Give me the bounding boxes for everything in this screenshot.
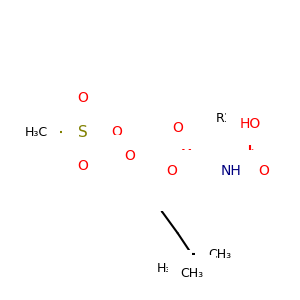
Text: O: O <box>111 125 122 139</box>
Text: O: O <box>207 164 218 178</box>
Text: H₃C: H₃C <box>25 126 48 139</box>
Text: R1: R1 <box>216 112 232 125</box>
Text: H₃C: H₃C <box>156 262 179 275</box>
Text: CH₃: CH₃ <box>208 248 231 260</box>
Text: O: O <box>77 159 88 173</box>
Text: CH₃: CH₃ <box>180 267 203 280</box>
Text: S: S <box>78 125 88 140</box>
Text: O: O <box>196 164 207 178</box>
Text: NH: NH <box>221 164 242 178</box>
Text: C: C <box>153 181 163 195</box>
Text: O: O <box>125 149 136 163</box>
Text: O: O <box>77 92 88 106</box>
Text: O: O <box>167 164 177 178</box>
Text: O: O <box>259 164 269 178</box>
Text: O: O <box>172 121 183 135</box>
Text: •: • <box>164 183 172 196</box>
Text: HO: HO <box>239 117 261 131</box>
